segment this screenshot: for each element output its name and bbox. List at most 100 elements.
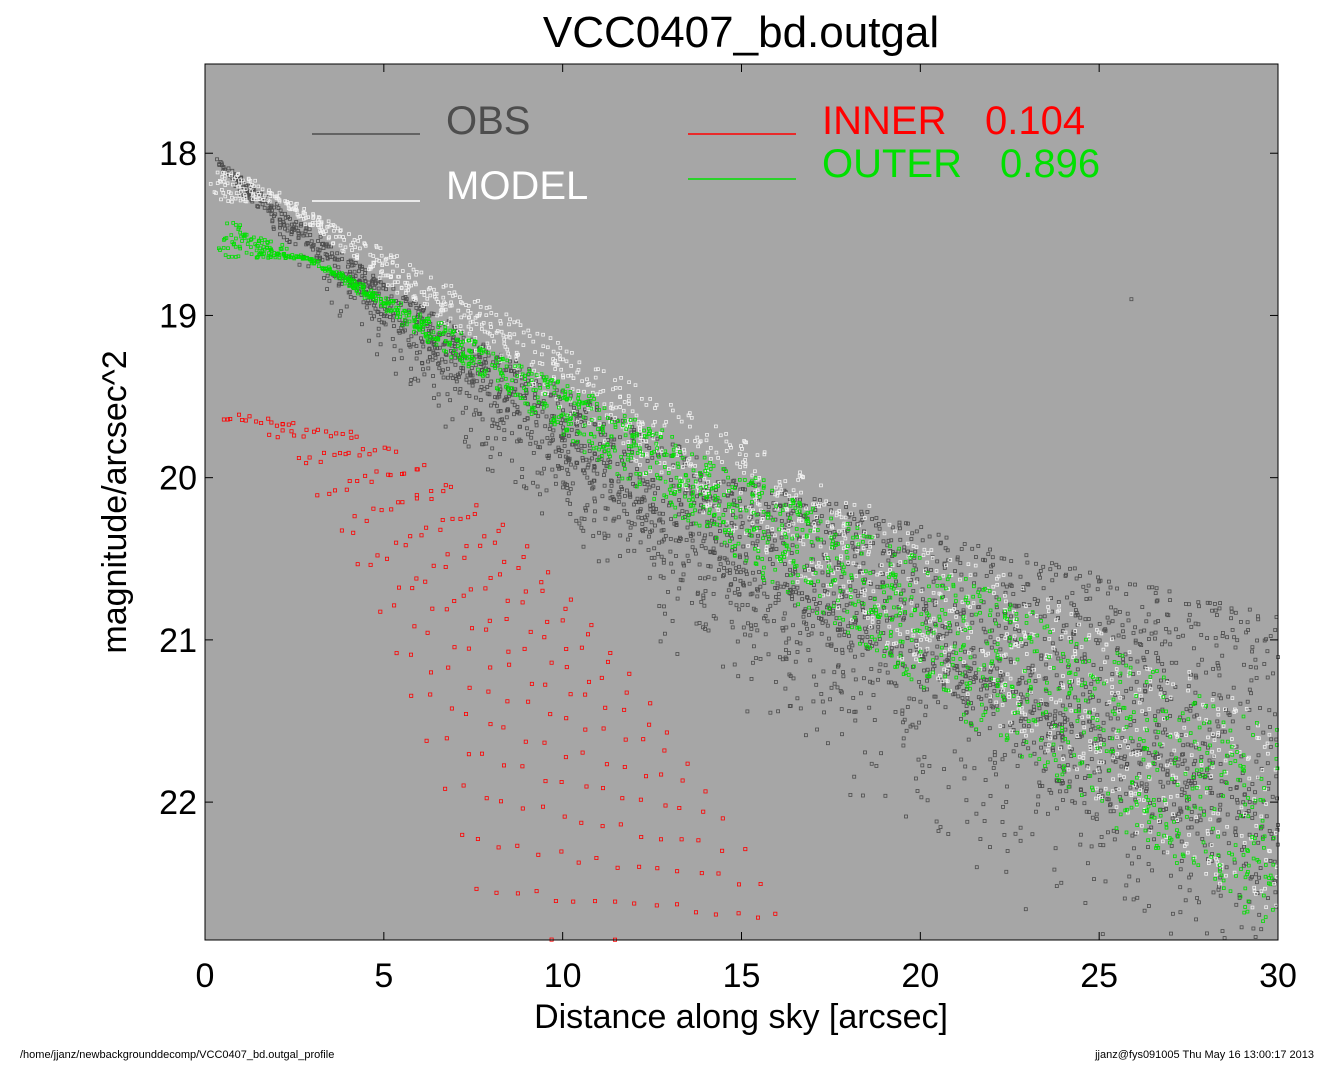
obs-point [1089, 844, 1094, 849]
obs-point [1087, 690, 1092, 694]
obs-point [1104, 702, 1109, 706]
obs-point [361, 300, 366, 305]
obs-point [647, 446, 652, 450]
obs-point [804, 733, 808, 738]
obs-point [955, 557, 960, 562]
obs-point [994, 703, 999, 708]
obs-point [1080, 677, 1085, 682]
obs-point [448, 398, 453, 403]
obs-point [999, 634, 1004, 638]
obs-point [392, 357, 397, 362]
model-point [693, 464, 697, 468]
model-point [400, 269, 405, 273]
obs-point [865, 635, 870, 639]
obs-point [868, 679, 872, 684]
obs-point [1218, 601, 1222, 605]
obs-point [270, 218, 275, 223]
obs-point [348, 290, 352, 295]
obs-point [1095, 713, 1100, 718]
obs-point [1095, 641, 1100, 646]
obs-point [1030, 832, 1035, 837]
obs-point [1184, 602, 1188, 606]
obs-point [1088, 719, 1092, 724]
obs-point [649, 556, 654, 560]
obs-point [585, 475, 590, 480]
obs-point [518, 439, 523, 444]
obs-point [549, 439, 554, 443]
obs-point [1196, 622, 1201, 627]
obs-point [750, 541, 755, 546]
obs-point [745, 709, 750, 714]
obs-point [827, 502, 832, 507]
obs-point [523, 396, 527, 400]
model-point [1032, 667, 1036, 672]
obs-point [1162, 691, 1167, 695]
obs-point [938, 825, 943, 829]
obs-point [851, 668, 856, 673]
obs-point [294, 225, 299, 230]
obs-point [793, 570, 798, 575]
obs-point [1256, 753, 1261, 758]
obs-point [561, 485, 565, 490]
obs-point [1128, 582, 1132, 587]
obs-point [1064, 623, 1069, 628]
obs-point [574, 445, 579, 450]
obs-point [775, 586, 780, 591]
obs-point [737, 564, 741, 569]
obs-point [1132, 700, 1136, 705]
obs-point [560, 438, 564, 443]
obs-point [923, 652, 928, 657]
obs-point [1251, 926, 1256, 931]
obs-point [995, 666, 1000, 671]
obs-point [1258, 706, 1262, 710]
obs-point [783, 562, 787, 566]
obs-point [348, 295, 353, 299]
model-point [826, 592, 830, 597]
model-point [1187, 670, 1192, 674]
obs-point [802, 620, 806, 625]
obs-point [867, 705, 872, 710]
obs-point [847, 709, 851, 714]
obs-point [1215, 719, 1220, 724]
obs-point [1188, 704, 1193, 708]
model-point [1244, 707, 1249, 711]
obs-point [1240, 847, 1244, 852]
obs-point [621, 502, 626, 507]
model-point [1103, 786, 1108, 791]
obs-point [1099, 666, 1103, 671]
obs-point [713, 535, 718, 540]
obs-point [992, 750, 997, 754]
obs-point [1253, 811, 1257, 816]
obs-point [1124, 791, 1129, 796]
obs-point [602, 531, 607, 536]
obs-point [464, 377, 469, 382]
obs-point [1033, 679, 1038, 683]
obs-point [1026, 724, 1031, 729]
obs-point [547, 441, 552, 446]
obs-point [1248, 665, 1253, 669]
model-point [911, 628, 915, 633]
obs-point [815, 727, 819, 732]
obs-point [812, 583, 816, 587]
obs-point [956, 694, 961, 699]
obs-point [901, 736, 906, 741]
obs-point [989, 704, 994, 709]
obs-point [988, 699, 993, 704]
obs-point [754, 656, 758, 660]
obs-point [1069, 729, 1074, 734]
obs-point [898, 597, 903, 602]
obs-point [450, 417, 455, 422]
obs-point [992, 689, 997, 693]
obs-point [587, 449, 592, 453]
obs-point [436, 392, 441, 397]
obs-point [1073, 695, 1078, 700]
obs-point [591, 485, 596, 490]
obs-point [730, 625, 735, 630]
obs-point [1105, 655, 1110, 660]
obs-point [1045, 716, 1049, 721]
obs-point [819, 631, 824, 636]
obs-point [868, 596, 873, 600]
obs-point [1065, 763, 1070, 767]
obs-point [1152, 837, 1156, 842]
obs-point [1050, 746, 1055, 751]
